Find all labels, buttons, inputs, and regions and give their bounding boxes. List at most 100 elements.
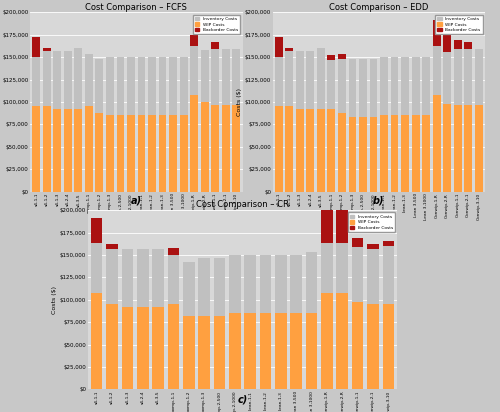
Legend: Inventory Costs, WIP Costs, Backorder Costs: Inventory Costs, WIP Costs, Backorder Co… bbox=[435, 14, 483, 35]
Bar bbox=[74, 109, 82, 192]
Bar bbox=[232, 49, 240, 105]
Bar bbox=[106, 249, 118, 304]
Bar bbox=[229, 313, 240, 389]
Bar bbox=[244, 255, 256, 313]
Bar bbox=[275, 57, 283, 106]
Bar bbox=[328, 55, 336, 60]
Bar bbox=[96, 113, 104, 192]
Bar bbox=[348, 117, 356, 192]
Bar bbox=[158, 57, 166, 115]
Bar bbox=[152, 249, 164, 307]
Bar bbox=[260, 313, 272, 389]
Bar bbox=[138, 115, 145, 192]
Bar bbox=[137, 249, 148, 307]
Bar bbox=[367, 249, 378, 304]
Bar bbox=[286, 51, 294, 106]
Bar bbox=[382, 241, 394, 246]
Bar bbox=[321, 293, 332, 389]
Bar bbox=[244, 313, 256, 389]
Legend: Inventory Costs, WIP Costs, Backorder Costs: Inventory Costs, WIP Costs, Backorder Co… bbox=[192, 14, 240, 35]
Bar bbox=[338, 59, 346, 113]
Bar bbox=[321, 243, 332, 293]
Bar bbox=[432, 45, 440, 95]
Legend: Inventory Costs, WIP Costs, Backorder Costs: Inventory Costs, WIP Costs, Backorder Co… bbox=[348, 212, 396, 232]
Bar bbox=[464, 42, 472, 49]
Bar bbox=[454, 49, 462, 105]
Bar bbox=[474, 105, 482, 192]
Bar bbox=[338, 113, 346, 192]
Bar bbox=[367, 244, 378, 249]
Title: Cost Comparison – CR: Cost Comparison – CR bbox=[196, 200, 289, 209]
Bar bbox=[290, 255, 302, 313]
Bar bbox=[158, 115, 166, 192]
Bar bbox=[454, 105, 462, 192]
Bar bbox=[32, 37, 40, 57]
Bar bbox=[390, 57, 398, 115]
Bar bbox=[321, 209, 332, 243]
Bar bbox=[306, 313, 318, 389]
Bar bbox=[336, 209, 348, 243]
Bar bbox=[138, 57, 145, 115]
Bar bbox=[474, 49, 482, 105]
Bar bbox=[328, 109, 336, 192]
Bar bbox=[64, 109, 72, 192]
Bar bbox=[211, 42, 219, 49]
Bar bbox=[432, 21, 440, 45]
Bar bbox=[286, 48, 294, 51]
Bar bbox=[169, 57, 177, 115]
Bar bbox=[127, 57, 135, 115]
Bar bbox=[106, 244, 118, 249]
Bar bbox=[106, 115, 114, 192]
Bar bbox=[43, 106, 51, 192]
Bar bbox=[148, 115, 156, 192]
Bar bbox=[91, 293, 102, 389]
Bar bbox=[122, 307, 133, 389]
Bar bbox=[54, 109, 62, 192]
Bar bbox=[412, 115, 420, 192]
Bar bbox=[401, 115, 409, 192]
Bar bbox=[183, 316, 194, 389]
Bar bbox=[401, 57, 409, 115]
Bar bbox=[64, 51, 72, 109]
Bar bbox=[464, 49, 472, 105]
Bar bbox=[43, 51, 51, 106]
Bar bbox=[54, 51, 62, 109]
Y-axis label: Costs ($): Costs ($) bbox=[237, 88, 242, 116]
Bar bbox=[370, 117, 378, 192]
Bar bbox=[74, 48, 82, 109]
Bar bbox=[200, 50, 208, 102]
X-axis label: Scenario: Scenario bbox=[365, 225, 392, 229]
Bar bbox=[91, 218, 102, 243]
Bar bbox=[443, 52, 451, 104]
Text: b): b) bbox=[373, 196, 384, 206]
Bar bbox=[148, 57, 156, 115]
Bar bbox=[198, 316, 210, 389]
Bar bbox=[152, 307, 164, 389]
Bar bbox=[200, 102, 208, 192]
Bar bbox=[422, 57, 430, 115]
Bar bbox=[317, 109, 325, 192]
Bar bbox=[106, 57, 114, 115]
Bar bbox=[85, 106, 93, 192]
Bar bbox=[127, 115, 135, 192]
Bar bbox=[168, 248, 179, 255]
Bar bbox=[116, 57, 124, 115]
Bar bbox=[232, 105, 240, 192]
Bar bbox=[367, 304, 378, 389]
Bar bbox=[43, 48, 51, 51]
Bar bbox=[169, 115, 177, 192]
Bar bbox=[306, 252, 318, 313]
Bar bbox=[286, 106, 294, 192]
Bar bbox=[382, 246, 394, 304]
Bar bbox=[306, 109, 314, 192]
Bar bbox=[412, 57, 420, 115]
Bar bbox=[306, 51, 314, 109]
Bar bbox=[275, 255, 286, 313]
Bar bbox=[180, 115, 188, 192]
X-axis label: Scenario: Scenario bbox=[122, 225, 150, 229]
Bar bbox=[32, 106, 40, 192]
Bar bbox=[137, 307, 148, 389]
Bar bbox=[359, 59, 367, 117]
Bar bbox=[443, 104, 451, 192]
Y-axis label: Costs ($): Costs ($) bbox=[52, 286, 57, 314]
